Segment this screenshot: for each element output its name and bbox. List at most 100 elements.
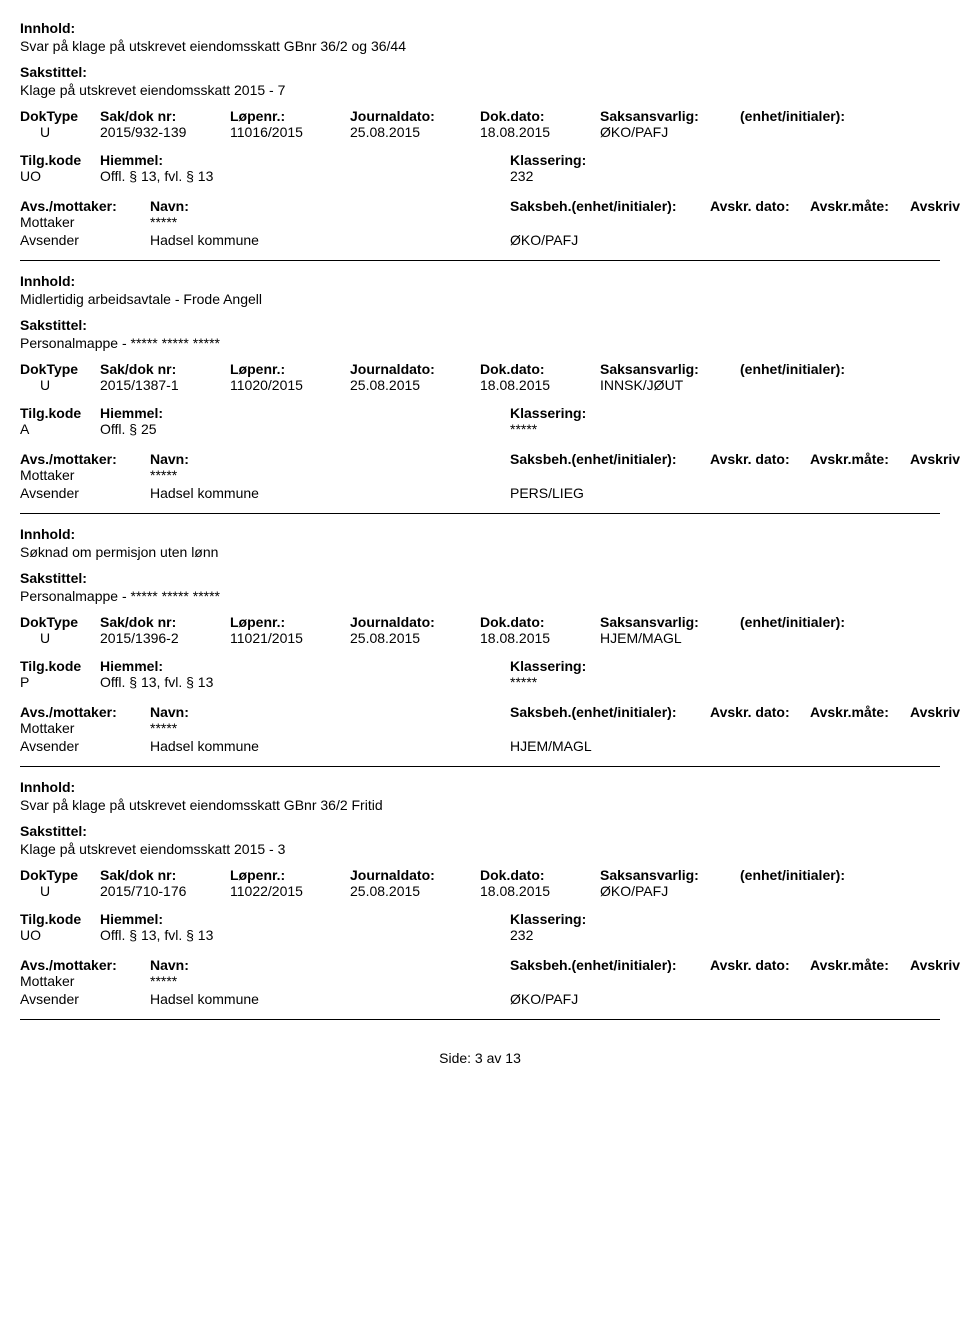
dok-headers: DokType Sak/dok nr: Løpenr.: Journaldato… bbox=[20, 108, 940, 124]
klassering-section: Tilg.kode Hiemmel: P Offl. § 13, fvl. § … bbox=[20, 658, 940, 690]
dok-values: U 2015/1387-1 11020/2015 25.08.2015 18.0… bbox=[20, 377, 940, 393]
enhet-value bbox=[740, 377, 900, 393]
sakstittel-label: Sakstittel: bbox=[20, 317, 940, 333]
tilgkode-value: UO bbox=[20, 927, 100, 943]
avsender-label: Avsender bbox=[20, 991, 150, 1007]
mottaker-name: ***** bbox=[150, 720, 400, 736]
klassering-section: Tilg.kode Hiemmel: UO Offl. § 13, fvl. §… bbox=[20, 911, 940, 943]
klassering-header: Klassering: bbox=[510, 658, 710, 674]
tilgkode-header: Tilg.kode bbox=[20, 152, 100, 168]
journaldato-value: 25.08.2015 bbox=[350, 124, 480, 140]
avsender-name: Hadsel kommune bbox=[150, 991, 510, 1007]
klassering-header: Klassering: bbox=[510, 152, 710, 168]
mottaker-row: Mottaker ***** bbox=[20, 214, 940, 230]
saksansvarlig-header: Saksansvarlig: bbox=[600, 867, 740, 883]
enhet-header: (enhet/initialer): bbox=[740, 108, 900, 124]
mottaker-row: Mottaker ***** bbox=[20, 467, 940, 483]
hjemmel-value: Offl. § 25 bbox=[100, 421, 510, 437]
avsender-row: Avsender Hadsel kommune PERS/LIEG bbox=[20, 485, 940, 501]
navn-header: Navn: bbox=[150, 198, 510, 214]
lopenr-header: Løpenr.: bbox=[230, 361, 350, 377]
journal-entry: Innhold: Svar på klage på utskrevet eien… bbox=[20, 779, 940, 1020]
avsender-name: Hadsel kommune bbox=[150, 738, 510, 754]
klassering-value: 232 bbox=[510, 168, 710, 184]
dok-headers: DokType Sak/dok nr: Løpenr.: Journaldato… bbox=[20, 614, 940, 630]
enhet-value bbox=[740, 124, 900, 140]
hjemmel-header: Hiemmel: bbox=[100, 911, 510, 927]
tilgkode-header: Tilg.kode bbox=[20, 658, 100, 674]
navn-header: Navn: bbox=[150, 957, 510, 973]
hjemmel-value: Offl. § 13, fvl. § 13 bbox=[100, 927, 510, 943]
avskrmate-header: Avskr.måte: bbox=[810, 451, 910, 467]
avsmottaker-headers: Avs./mottaker: Navn: Saksbeh.(enhet/init… bbox=[20, 704, 940, 720]
saksansvarlig-value: ØKO/PAFJ bbox=[600, 124, 740, 140]
lopenr-value: 11021/2015 bbox=[230, 630, 350, 646]
dok-values: U 2015/1396-2 11021/2015 25.08.2015 18.0… bbox=[20, 630, 940, 646]
saknr-header: Sak/dok nr: bbox=[100, 361, 230, 377]
saksansvarlig-value: ØKO/PAFJ bbox=[600, 883, 740, 899]
sakstittel-value: Klage på utskrevet eiendomsskatt 2015 - … bbox=[20, 841, 940, 857]
saknr-value: 2015/932-139 bbox=[100, 124, 230, 140]
dokdato-value: 18.08.2015 bbox=[480, 124, 600, 140]
page-footer: Side: 3 av 13 bbox=[20, 1050, 940, 1066]
saknr-header: Sak/dok nr: bbox=[100, 108, 230, 124]
avsmottaker-header: Avs./mottaker: bbox=[20, 198, 150, 214]
hjemmel-value: Offl. § 13, fvl. § 13 bbox=[100, 674, 510, 690]
avskrdato-header: Avskr. dato: bbox=[710, 957, 810, 973]
klassering-header: Klassering: bbox=[510, 911, 710, 927]
mottaker-label: Mottaker bbox=[20, 214, 150, 230]
avskrlnr-header: Avskriv lnr.: bbox=[910, 704, 960, 720]
klassering-value: ***** bbox=[510, 674, 710, 690]
avsender-name: Hadsel kommune bbox=[150, 485, 510, 501]
mottaker-name: ***** bbox=[150, 973, 400, 989]
avskrdato-header: Avskr. dato: bbox=[710, 451, 810, 467]
enhet-value bbox=[740, 630, 900, 646]
hjemmel-header: Hiemmel: bbox=[100, 658, 510, 674]
lopenr-value: 11020/2015 bbox=[230, 377, 350, 393]
mottaker-label: Mottaker bbox=[20, 467, 150, 483]
saknr-value: 2015/710-176 bbox=[100, 883, 230, 899]
mottaker-name: ***** bbox=[150, 214, 400, 230]
saknr-header: Sak/dok nr: bbox=[100, 614, 230, 630]
saksansvarlig-value: HJEM/MAGL bbox=[600, 630, 740, 646]
klassering-value: ***** bbox=[510, 421, 710, 437]
dokdato-header: Dok.dato: bbox=[480, 108, 600, 124]
tilgkode-value: A bbox=[20, 421, 100, 437]
journaldato-header: Journaldato: bbox=[350, 614, 480, 630]
dokdato-value: 18.08.2015 bbox=[480, 630, 600, 646]
avsender-row: Avsender Hadsel kommune ØKO/PAFJ bbox=[20, 991, 940, 1007]
innhold-label: Innhold: bbox=[20, 779, 940, 795]
klassering-value: 232 bbox=[510, 927, 710, 943]
dokdato-header: Dok.dato: bbox=[480, 361, 600, 377]
dokdato-header: Dok.dato: bbox=[480, 867, 600, 883]
journaldato-header: Journaldato: bbox=[350, 108, 480, 124]
innhold-value: Søknad om permisjon uten lønn bbox=[20, 544, 940, 560]
doktype-header: DokType bbox=[20, 361, 100, 377]
doktype-value: U bbox=[20, 377, 100, 393]
avsender-code: PERS/LIEG bbox=[510, 485, 660, 501]
journaldato-header: Journaldato: bbox=[350, 867, 480, 883]
avsmottaker-header: Avs./mottaker: bbox=[20, 957, 150, 973]
saksbeh-header: Saksbeh.(enhet/initialer): bbox=[510, 704, 710, 720]
navn-header: Navn: bbox=[150, 704, 510, 720]
avskrlnr-header: Avskriv lnr.: bbox=[910, 451, 960, 467]
mottaker-label: Mottaker bbox=[20, 720, 150, 736]
avsender-label: Avsender bbox=[20, 738, 150, 754]
dokdato-header: Dok.dato: bbox=[480, 614, 600, 630]
innhold-label: Innhold: bbox=[20, 273, 940, 289]
tilgkode-value: P bbox=[20, 674, 100, 690]
journaldato-value: 25.08.2015 bbox=[350, 883, 480, 899]
avsender-code: ØKO/PAFJ bbox=[510, 991, 660, 1007]
avsmottaker-header: Avs./mottaker: bbox=[20, 704, 150, 720]
dokdato-value: 18.08.2015 bbox=[480, 883, 600, 899]
avsender-code: HJEM/MAGL bbox=[510, 738, 660, 754]
dokdato-value: 18.08.2015 bbox=[480, 377, 600, 393]
lopenr-header: Løpenr.: bbox=[230, 867, 350, 883]
sakstittel-label: Sakstittel: bbox=[20, 64, 940, 80]
saknr-value: 2015/1387-1 bbox=[100, 377, 230, 393]
doktype-value: U bbox=[20, 883, 100, 899]
avskrmate-header: Avskr.måte: bbox=[810, 198, 910, 214]
innhold-label: Innhold: bbox=[20, 20, 940, 36]
saknr-value: 2015/1396-2 bbox=[100, 630, 230, 646]
doktype-header: DokType bbox=[20, 614, 100, 630]
